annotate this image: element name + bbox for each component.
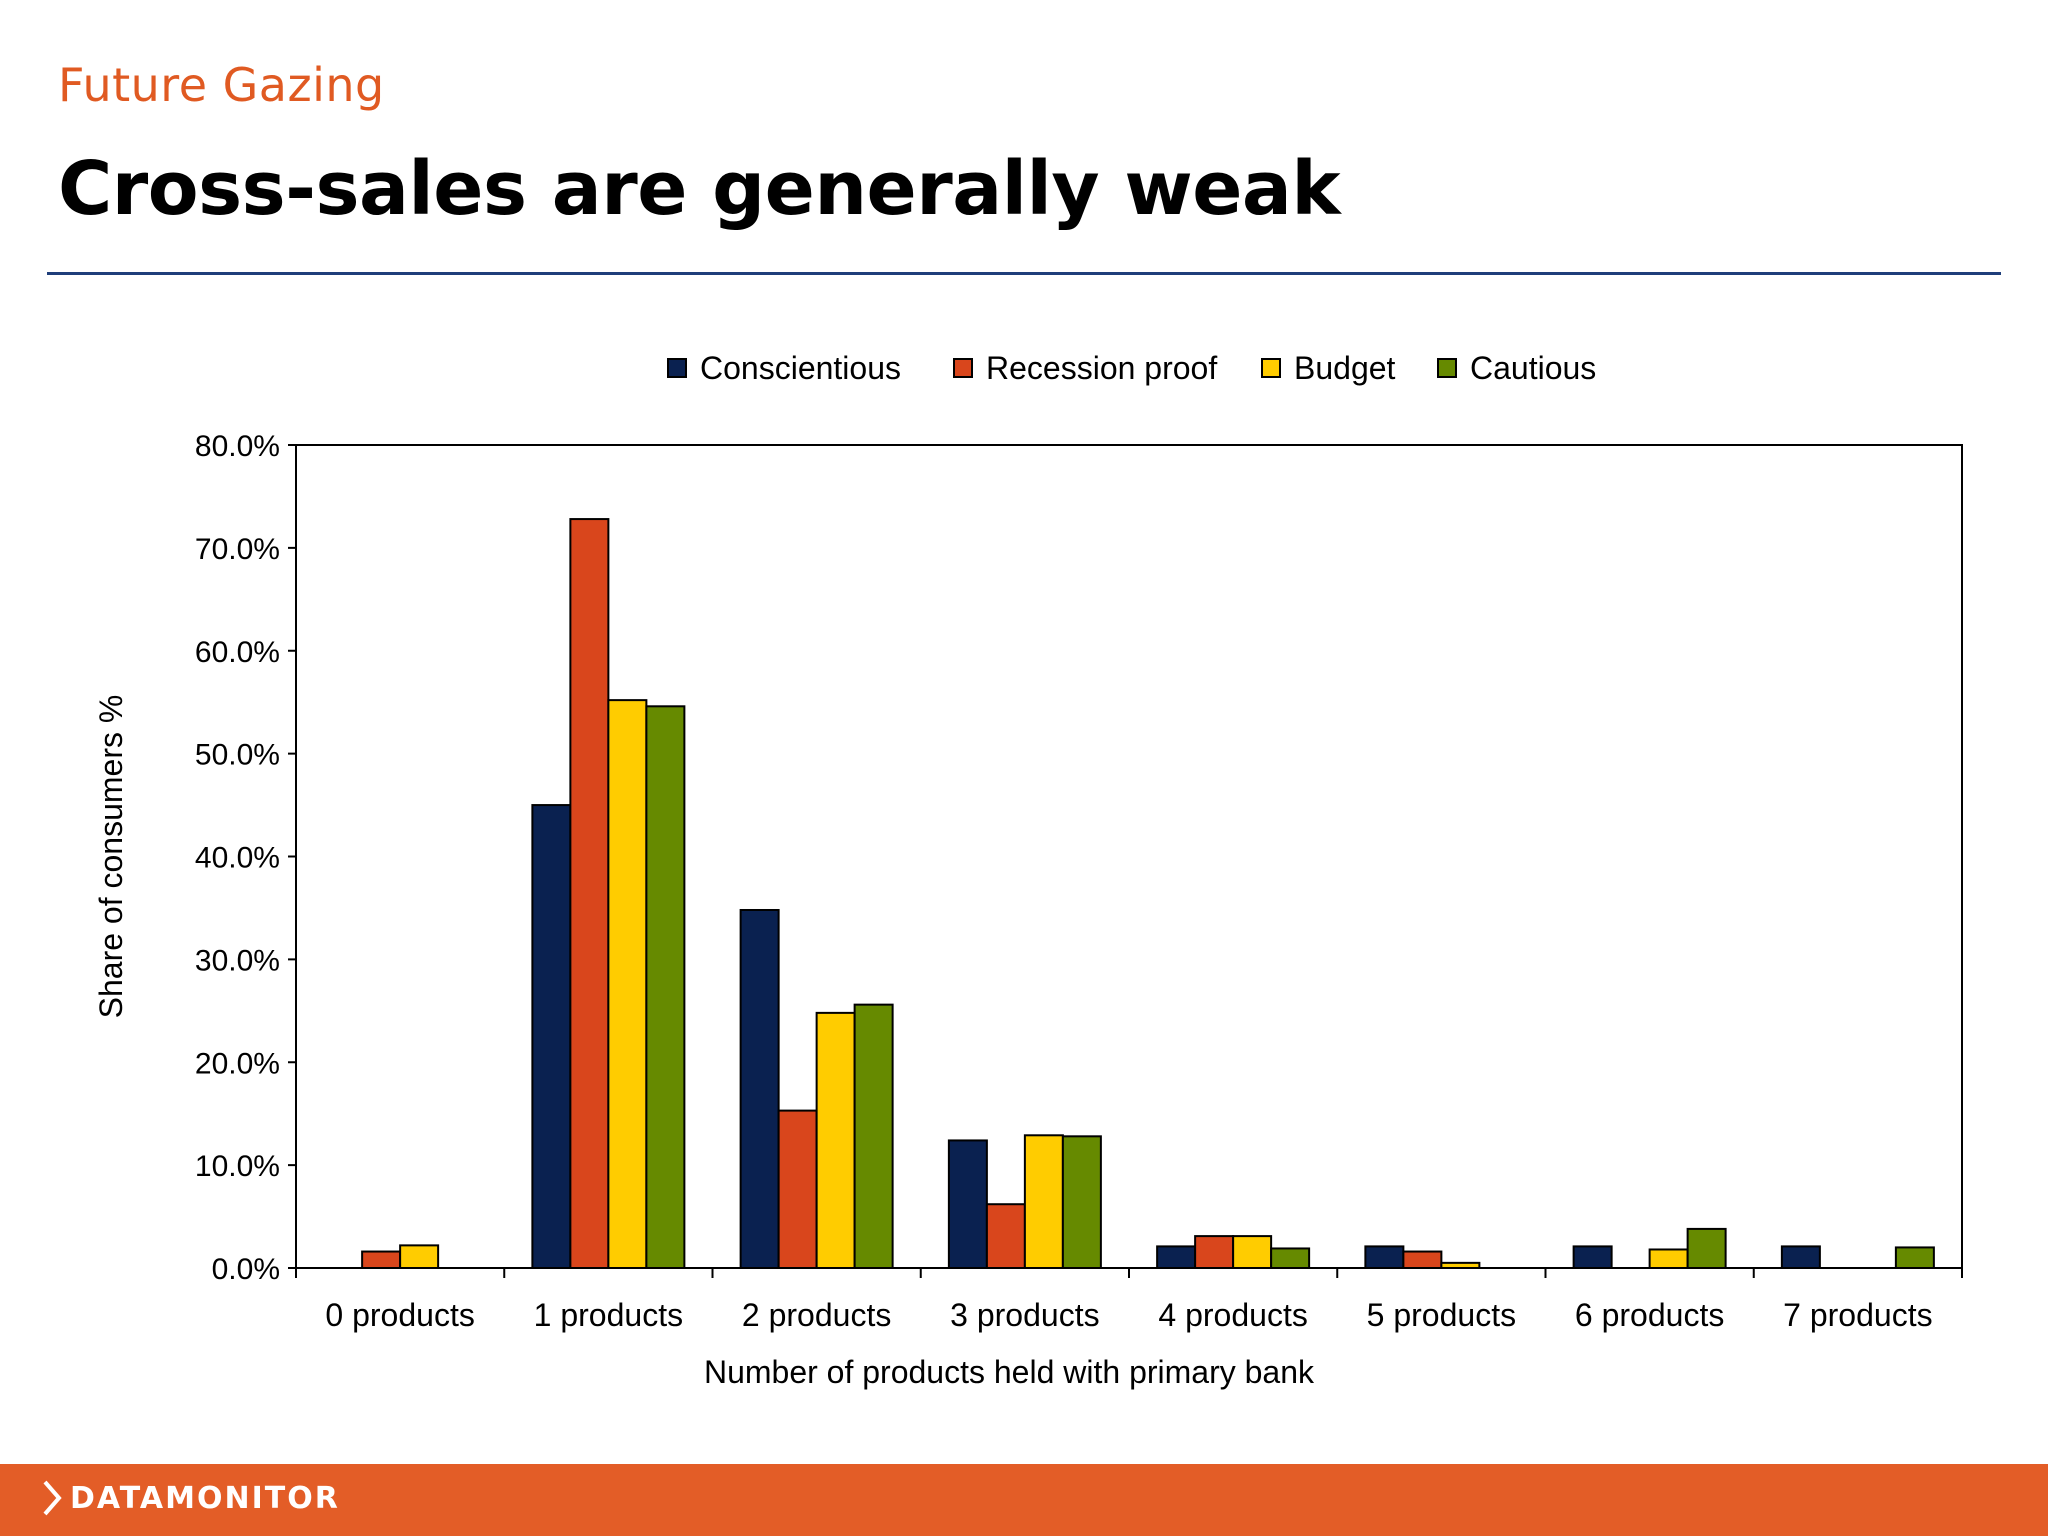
- bar: [1686, 1227, 1727, 1269]
- legend-label: Budget: [1294, 350, 1396, 386]
- x-tick-label: 0 products: [325, 1297, 474, 1333]
- bar: [645, 705, 686, 1269]
- bar: [1270, 1247, 1311, 1269]
- bar-series: [361, 518, 1935, 1270]
- y-axis: 0.0% 10.0% 20.0% 30.0% 40.0% 50.0% 60.0% 70.0% 8…: [195, 430, 296, 1286]
- x-tick-label: 1 products: [534, 1297, 683, 1333]
- slide-kicker: Future Gazing: [58, 58, 385, 112]
- bar: [1232, 1235, 1273, 1270]
- bar: [1194, 1235, 1235, 1270]
- bar: [1156, 1245, 1197, 1269]
- bar: [399, 1244, 440, 1269]
- x-tick-label: 7 products: [1783, 1297, 1932, 1333]
- legend-swatch: [1261, 358, 1281, 378]
- bar: [777, 1109, 818, 1269]
- brand-logo: DATAMONITOR: [42, 1480, 340, 1516]
- bar: [947, 1139, 988, 1269]
- y-axis-title: Share of consumers %: [93, 695, 129, 1019]
- y-tick-label: 0.0%: [212, 1253, 280, 1286]
- y-tick-label: 20.0%: [195, 1047, 280, 1080]
- x-axis-title: Number of products held with primary ban…: [704, 1354, 1315, 1390]
- x-tick-label: 2 products: [742, 1297, 891, 1333]
- bar: [361, 1250, 402, 1269]
- x-tick-label: 6 products: [1575, 1297, 1724, 1333]
- legend-swatch: [667, 358, 687, 378]
- bar: [569, 518, 610, 1269]
- footer-bar: DATAMONITOR: [0, 1464, 2048, 1536]
- y-tick-label: 10.0%: [195, 1150, 280, 1183]
- bar: [1648, 1248, 1689, 1269]
- bar: [1894, 1246, 1935, 1269]
- bar: [985, 1203, 1026, 1270]
- legend-label: Recession proof: [986, 350, 1217, 386]
- chart-container: Conscientious Recession proof Budget Cautio…: [0, 310, 2048, 1460]
- chart-legend: Conscientious Recession proof Budget Cautio…: [667, 350, 1596, 386]
- x-tick-label: 5 products: [1367, 1297, 1516, 1333]
- y-tick-label: 70.0%: [195, 533, 280, 566]
- x-tick-label: 4 products: [1158, 1297, 1307, 1333]
- legend-label: Cautious: [1470, 350, 1596, 386]
- bar: [1402, 1250, 1443, 1269]
- legend-swatch: [1437, 358, 1457, 378]
- bar: [815, 1011, 856, 1269]
- y-tick-label: 80.0%: [195, 430, 280, 463]
- y-tick-label: 30.0%: [195, 944, 280, 977]
- x-tick-label: 3 products: [950, 1297, 1099, 1333]
- chevron-right-icon: [43, 1480, 62, 1516]
- y-tick-label: 50.0%: [195, 739, 280, 772]
- y-tick-label: 40.0%: [195, 842, 280, 875]
- legend-label: Conscientious: [700, 350, 901, 386]
- bar: [1572, 1245, 1613, 1269]
- bar: [1023, 1134, 1064, 1270]
- title-divider: [47, 272, 2001, 275]
- bar: [1364, 1245, 1405, 1269]
- plot-area: [295, 444, 1963, 1269]
- slide-title: Cross-sales are generally weak: [58, 146, 1341, 232]
- brand-name: DATAMONITOR: [70, 1480, 340, 1516]
- y-tick-label: 60.0%: [195, 636, 280, 669]
- bar: [1061, 1135, 1102, 1269]
- bar: [1780, 1245, 1821, 1269]
- legend-swatch: [953, 358, 973, 378]
- bar-chart: Conscientious Recession proof Budget Cautio…: [93, 350, 1963, 1390]
- bar: [853, 1003, 894, 1269]
- x-axis: 0 products 1 products 2 products 3 products…: [295, 1268, 1963, 1333]
- bar: [739, 908, 780, 1269]
- bar: [607, 699, 648, 1269]
- bar: [531, 804, 572, 1269]
